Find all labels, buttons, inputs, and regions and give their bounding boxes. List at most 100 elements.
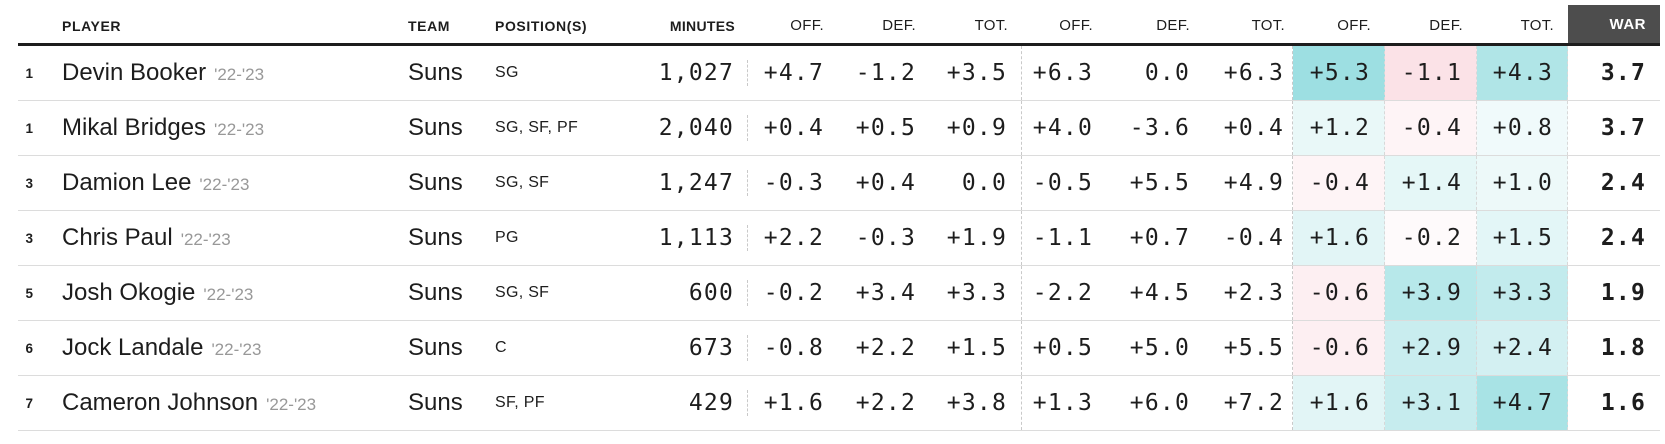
stat-tot-2-cell: +0.4	[1204, 101, 1293, 155]
stat-tot-1-cell: +1.5	[930, 321, 1022, 375]
stat-tot-3-cell: +1.0	[1477, 156, 1568, 210]
stat-tot-2-cell: +6.3	[1204, 46, 1293, 100]
stat-def-1-cell: +2.2	[855, 335, 916, 361]
player-name: Josh Okogie	[62, 279, 196, 306]
stat-tot-1-cell: +0.9	[930, 101, 1022, 155]
stat-off-1-cell: +1.6	[763, 390, 824, 416]
stat-def-1-cell: +0.4	[855, 170, 916, 196]
stat-off-3-cell: +1.6	[1293, 211, 1385, 265]
positions-cell: SG, SF	[495, 284, 550, 301]
war-cell: 1.8	[1600, 335, 1646, 361]
player-name: Cameron Johnson	[62, 389, 259, 416]
stat-off-3-cell: -0.6	[1293, 266, 1385, 320]
player-cell: Josh Okogie '22-'23	[44, 279, 408, 307]
stat-def-3-cell: +2.9	[1385, 321, 1477, 375]
stat-off-2-cell: +4.0	[1032, 115, 1093, 141]
stat-def-2-cell: +5.5	[1129, 170, 1190, 196]
rank-cell: 6	[25, 340, 33, 356]
rank-cell: 3	[25, 175, 33, 191]
positions-cell: C	[495, 339, 507, 356]
stat-def-2-cell: +4.5	[1129, 280, 1190, 306]
stat-def-2-cell: +6.0	[1129, 390, 1190, 416]
war-cell: 1.6	[1600, 390, 1646, 416]
table-header-row: PLAYER TEAM POSITION(S) MINUTES OFF. DEF…	[18, 0, 1660, 46]
player-season: '22-'23	[199, 175, 250, 194]
rank-cell: 1	[25, 120, 33, 136]
stat-tot-2-cell: +5.5	[1204, 321, 1293, 375]
player-name: Mikal Bridges	[62, 114, 207, 141]
positions-cell: PG	[495, 229, 519, 246]
stat-def-3-cell: -0.2	[1385, 211, 1477, 265]
stat-def-3-cell: +3.9	[1385, 266, 1477, 320]
stat-tot-3-cell: +4.7	[1477, 376, 1568, 430]
off-column-header-2[interactable]: OFF.	[1059, 17, 1093, 34]
stat-def-2-cell: +5.0	[1129, 335, 1190, 361]
table-body: 1 Devin Booker '22-'23 Suns SG 1,027 +4.7…	[18, 46, 1660, 431]
def-column-header-3[interactable]: DEF.	[1429, 17, 1463, 34]
team-cell: Suns	[408, 279, 463, 306]
rank-cell: 3	[25, 230, 33, 246]
team-column-header[interactable]: TEAM	[408, 18, 451, 34]
stat-off-2-cell: -2.2	[1032, 280, 1093, 306]
positions-cell: SF, PF	[495, 394, 545, 411]
stat-off-1-cell: +2.2	[763, 225, 824, 251]
minutes-cell: 1,027	[635, 60, 748, 86]
player-season: '22-'23	[214, 120, 265, 139]
minutes-cell: 2,040	[635, 115, 748, 141]
stat-tot-3-cell: +3.3	[1477, 266, 1568, 320]
minutes-cell: 673	[635, 335, 748, 361]
off-column-header-1[interactable]: OFF.	[790, 17, 824, 34]
war-column-header[interactable]: WAR	[1568, 5, 1660, 43]
war-cell: 2.4	[1600, 225, 1646, 251]
player-cell: Cameron Johnson '22-'23	[44, 389, 408, 417]
stat-tot-3-cell: +0.8	[1477, 101, 1568, 155]
stat-tot-3-cell: +4.3	[1477, 46, 1568, 100]
def-column-header-2[interactable]: DEF.	[1156, 17, 1190, 34]
stat-tot-3-cell: +2.4	[1477, 321, 1568, 375]
war-cell: 1.9	[1600, 280, 1646, 306]
table-row: 6 Jock Landale '22-'23 Suns C 673 -0.8 +2…	[18, 321, 1660, 376]
stat-off-1-cell: +0.4	[763, 115, 824, 141]
tot-column-header-1[interactable]: TOT.	[974, 17, 1008, 34]
def-column-header-1[interactable]: DEF.	[882, 17, 916, 34]
stat-def-2-cell: -3.6	[1129, 115, 1190, 141]
tot-column-header-2[interactable]: TOT.	[1251, 17, 1285, 34]
table-row: 1 Mikal Bridges '22-'23 Suns SG, SF, PF 2…	[18, 101, 1660, 156]
player-name: Damion Lee	[62, 169, 192, 196]
off-column-header-3[interactable]: OFF.	[1337, 17, 1371, 34]
stat-off-2-cell: +6.3	[1032, 60, 1093, 86]
rank-cell: 1	[25, 65, 33, 81]
stat-off-2-cell: +1.3	[1032, 390, 1093, 416]
player-name: Devin Booker	[62, 59, 207, 86]
player-cell: Damion Lee '22-'23	[44, 169, 408, 197]
table-row: 1 Devin Booker '22-'23 Suns SG 1,027 +4.7…	[18, 46, 1660, 101]
player-season: '22-'23	[211, 340, 262, 359]
team-cell: Suns	[408, 114, 463, 141]
stat-tot-1-cell: +1.9	[930, 211, 1022, 265]
stat-off-2-cell: -1.1	[1032, 225, 1093, 251]
team-cell: Suns	[408, 224, 463, 251]
positions-cell: SG, SF, PF	[495, 119, 579, 136]
stat-def-1-cell: +3.4	[855, 280, 916, 306]
war-cell: 2.4	[1600, 170, 1646, 196]
stat-off-3-cell: -0.4	[1293, 156, 1385, 210]
team-cell: Suns	[408, 389, 463, 416]
stat-off-1-cell: -0.8	[763, 335, 824, 361]
table-row: 7 Cameron Johnson '22-'23 Suns SF, PF 429…	[18, 376, 1660, 431]
positions-column-header[interactable]: POSITION(S)	[495, 18, 588, 34]
stat-def-2-cell: +0.7	[1129, 225, 1190, 251]
minutes-cell: 1,113	[635, 225, 748, 251]
player-season: '22-'23	[203, 285, 254, 304]
stat-off-3-cell: -0.6	[1293, 321, 1385, 375]
stat-tot-1-cell: +3.5	[930, 46, 1022, 100]
team-cell: Suns	[408, 59, 463, 86]
player-season: '22-'23	[214, 65, 265, 84]
tot-column-header-3[interactable]: TOT.	[1520, 17, 1554, 34]
minutes-cell: 600	[635, 280, 748, 306]
player-column-header[interactable]: PLAYER	[62, 18, 122, 34]
stat-off-3-cell: +1.6	[1293, 376, 1385, 430]
stat-off-1-cell: +4.7	[763, 60, 824, 86]
stat-tot-2-cell: +7.2	[1204, 376, 1293, 430]
positions-cell: SG	[495, 64, 519, 81]
minutes-column-header[interactable]: MINUTES	[669, 18, 735, 34]
